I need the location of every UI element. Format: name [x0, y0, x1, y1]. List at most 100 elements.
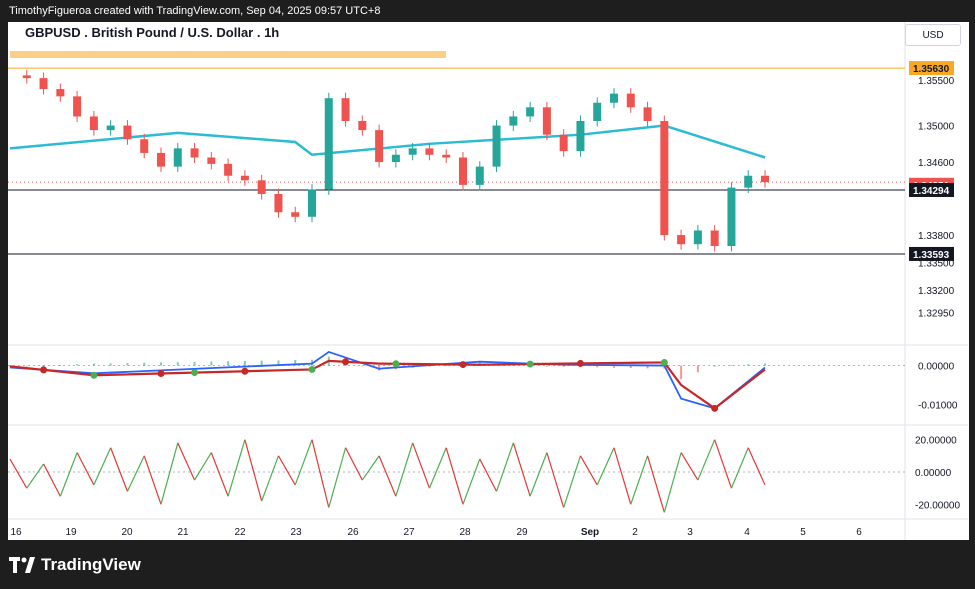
oscillator-segment: [345, 447, 363, 481]
candle: [341, 92, 350, 127]
candle-body: [408, 148, 417, 155]
candle-body: [22, 75, 31, 79]
cross-marker: [576, 359, 584, 367]
price-tick-label: 1.33200: [918, 286, 955, 297]
price-tick-label: 1.35500: [918, 76, 955, 87]
cross-marker: [459, 361, 467, 369]
macd-histogram-bar: [42, 365, 45, 367]
macd-histogram-bar: [294, 360, 297, 366]
chart-panel: [8, 22, 969, 540]
footer: [0, 540, 975, 589]
moving-average: [9, 124, 766, 159]
oscillator-panel: 20.00000 0.00000 -20.00000: [8, 436, 960, 513]
price-tick-label: 1.33500: [918, 258, 955, 269]
oscillator-segment: [395, 442, 414, 497]
oscillator-segment: [663, 452, 682, 513]
macd-histogram-bar: [126, 363, 129, 366]
candle: [542, 101, 551, 141]
oscillator-segment: [76, 452, 95, 486]
macd-histogram-bar: [227, 361, 230, 366]
oscillator-segment: [747, 447, 766, 486]
macd-histogram-bar: [160, 362, 162, 366]
macd-histogram-bar: [596, 365, 599, 368]
oscillator-segment: [261, 455, 280, 502]
oscillator-segment: [160, 442, 179, 505]
signal-line: [9, 359, 766, 410]
price-tick-label: 1.34600: [918, 158, 955, 169]
candle-body: [660, 121, 669, 236]
candle: [73, 90, 82, 122]
time-tick-label: 21: [177, 527, 189, 538]
macd-histogram-bar: [613, 365, 615, 368]
macd-histogram-bar: [9, 365, 11, 367]
time-tick-label: 2: [632, 527, 638, 538]
candle: [425, 142, 434, 161]
time-tick-label: 20: [121, 527, 133, 538]
candle: [324, 92, 333, 195]
cross-marker: [526, 360, 534, 368]
macd-histogram-bar: [59, 364, 62, 366]
oscillator-segment: [412, 442, 431, 489]
oscillator-segment: [378, 455, 397, 497]
candle: [509, 110, 518, 132]
candle-body: [224, 163, 233, 176]
oscillator-segment: [479, 458, 498, 492]
oscillator-segment: [9, 458, 28, 489]
candle: [308, 183, 316, 223]
price-label-text: 1.35630: [913, 64, 950, 75]
candle: [89, 110, 98, 136]
candle: [475, 161, 484, 191]
candle-body: [459, 157, 467, 185]
candle: [39, 72, 48, 95]
oscillator-segment: [646, 455, 665, 513]
currency-button[interactable]: USD: [905, 24, 961, 46]
candle: [391, 149, 400, 168]
oscillator-segment: [579, 455, 598, 486]
oscillator-segment: [277, 455, 296, 486]
time-tick-label: 5: [800, 527, 806, 538]
candle: [408, 142, 417, 161]
cross-marker: [90, 371, 98, 379]
candle-body: [727, 187, 736, 247]
oscillator-segment: [43, 463, 61, 497]
time-tick-label: 27: [403, 527, 415, 538]
macd-histogram-bar: [730, 364, 733, 366]
macd-histogram-bar: [680, 365, 683, 380]
cross-marker: [342, 358, 350, 366]
brand[interactable]: TradingView: [9, 555, 141, 575]
oscillator-segment: [512, 442, 531, 497]
time-axis: 16 19 20 21 22 23 26 27 28 29 Sep 2 3 4 5 6: [10, 527, 862, 538]
candle-body: [526, 107, 535, 117]
oscillator-segment: [294, 439, 313, 486]
candle-body: [542, 107, 551, 135]
oscillator-segment: [630, 455, 649, 505]
macd-tick-label: -0.01000: [918, 400, 958, 411]
highlight-bar: [10, 51, 446, 58]
candle: [224, 158, 233, 182]
oscillator-segment: [445, 447, 464, 505]
grid: [8, 22, 968, 540]
time-tick-label: 6: [856, 527, 862, 538]
price-label: 1.35630: [909, 61, 954, 76]
candle: [693, 225, 702, 250]
macd-histogram-bar: [646, 365, 649, 369]
macd-histogram-bar: [260, 360, 263, 366]
oscillator-tick-label: 0.00000: [915, 468, 952, 479]
oscillator-segment: [428, 447, 447, 489]
candle-body: [610, 93, 618, 103]
candle-body: [391, 154, 400, 163]
moving-average-line: [9, 124, 766, 159]
candle-body: [559, 134, 568, 152]
price-label-bg: [909, 182, 954, 197]
oscillator-segment: [227, 439, 246, 497]
time-tick-label: 29: [516, 527, 528, 538]
candle-body: [240, 175, 249, 181]
price-label: 1.34294: [909, 182, 954, 197]
candle-body: [626, 93, 635, 108]
macd-histogram-bar: [629, 365, 632, 369]
candle: [492, 120, 501, 173]
candle-body: [123, 125, 132, 140]
time-tick-label: 22: [234, 527, 246, 538]
candle: [710, 225, 719, 252]
